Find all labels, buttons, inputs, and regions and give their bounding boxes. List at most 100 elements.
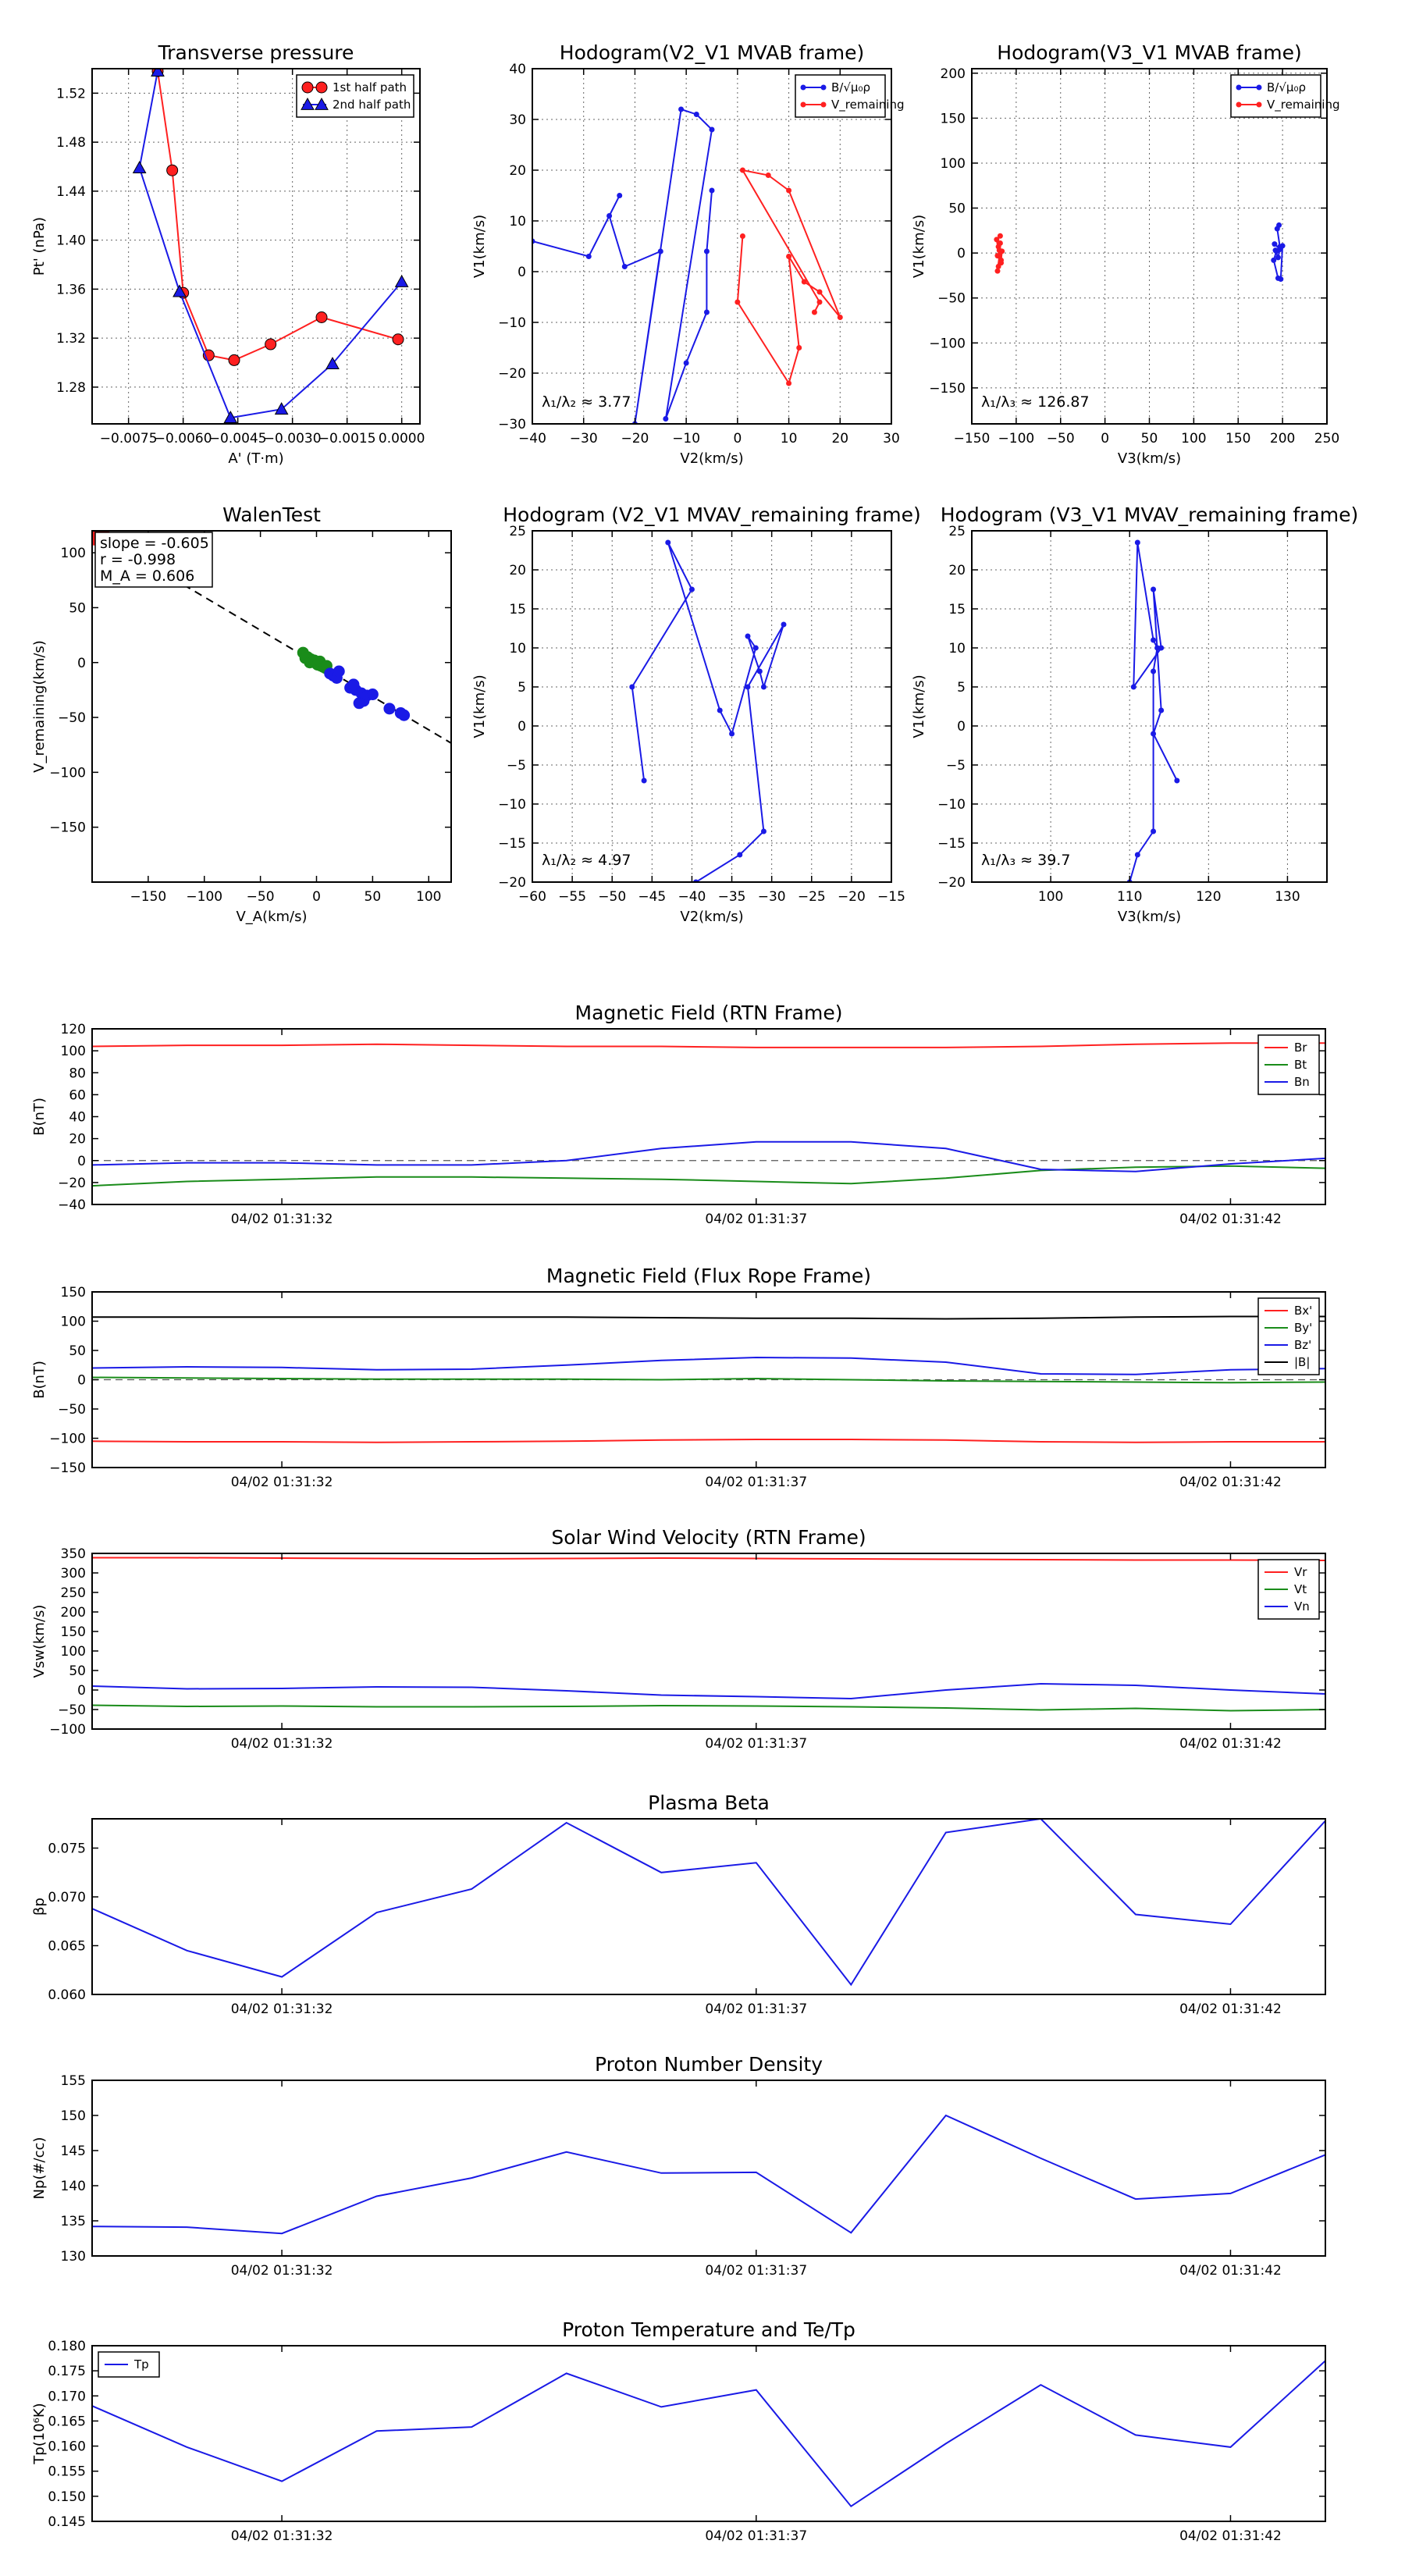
- y-tick-label: 250: [61, 1585, 86, 1601]
- data-point: [786, 187, 792, 194]
- y-axis-label: Np(#/cc): [31, 2137, 48, 2200]
- data-layer: [92, 1557, 1325, 1712]
- legend-marker: [1256, 84, 1262, 91]
- y-tick-label: 300: [61, 1566, 86, 1582]
- data-point: [997, 240, 1003, 246]
- y-tick-label: 1.44: [56, 184, 86, 200]
- legend-marker: [301, 81, 314, 94]
- x-tick-label: −0.0030: [264, 431, 322, 447]
- data-point: [994, 237, 1000, 243]
- y-tick-label: −15: [937, 836, 966, 852]
- data-layer: [994, 222, 1286, 283]
- data-point: [383, 703, 396, 715]
- y-tick-label: −50: [937, 291, 966, 307]
- data-point: [816, 289, 823, 295]
- x-tick-label: 04/02 01:31:32: [231, 1212, 333, 1227]
- data-point: [1271, 257, 1277, 263]
- y-axis-label: B(nT): [31, 1361, 48, 1399]
- y-tick-label: 150: [61, 1624, 86, 1640]
- data-point: [703, 248, 710, 254]
- y-tick-label: 1.52: [56, 86, 86, 101]
- y-tick-label: 0: [518, 265, 526, 280]
- data-point: [693, 112, 699, 117]
- y-tick-label: 150: [941, 111, 966, 126]
- y-tick-label: 200: [941, 66, 966, 82]
- x-tick-label: 0: [312, 889, 321, 905]
- data-layer: [92, 1315, 1325, 1443]
- y-tick-label: 0.165: [48, 2414, 86, 2429]
- legend: Bx' By' Bz' |B|: [1257, 1297, 1320, 1375]
- plot-frame: [91, 2080, 1326, 2257]
- series-line-bz: [92, 1356, 1325, 1375]
- y-tick-label: 10: [509, 641, 526, 656]
- plot-frame: [91, 68, 421, 425]
- x-tick-label: 120: [1196, 889, 1221, 905]
- data-point: [1151, 637, 1157, 643]
- x-tick-label: 04/02 01:31:37: [705, 2263, 807, 2279]
- y-tick-label: −20: [498, 366, 526, 382]
- data-point: [709, 187, 715, 194]
- x-axis-label: V2(km/s): [680, 450, 743, 467]
- legend-box: [296, 74, 414, 118]
- y-axis-label: V1(km/s): [911, 215, 927, 278]
- legend: 1st half path 2nd half path: [296, 74, 414, 118]
- data-point: [132, 161, 147, 173]
- stats-line: M_A = 0.606: [100, 568, 194, 585]
- data-point: [1151, 668, 1157, 674]
- x-tick-label: −150: [954, 431, 991, 447]
- series-line-tp: [92, 2360, 1325, 2508]
- y-tick-label: −100: [49, 1722, 86, 1738]
- legend-marker: [820, 101, 827, 108]
- y-tick-label: 40: [69, 1110, 86, 1126]
- legend-label: Bz': [1294, 1338, 1311, 1352]
- y-tick-label: −150: [929, 381, 966, 397]
- legend-label: Vn: [1294, 1599, 1310, 1614]
- data-point: [265, 338, 277, 350]
- data-point: [786, 380, 792, 386]
- ratio-annotation: λ₁/λ₃ ≈ 126.87: [981, 393, 1090, 411]
- x-tick-label: 50: [1141, 431, 1158, 447]
- chart-bfield_fr: Magnetic Field (Flux Rope Frame) 04/02 01…: [31, 1265, 1326, 1490]
- legend-label: |B|: [1294, 1355, 1310, 1369]
- x-tick-label: −0.0060: [155, 431, 212, 447]
- plot-frame: [532, 68, 892, 425]
- chart-title: Proton Temperature and Te/Tp: [562, 2318, 855, 2341]
- y-tick-label: 0.070: [48, 1890, 86, 1905]
- x-tick-label: 04/02 01:31:37: [705, 2528, 807, 2544]
- legend-label: By': [1294, 1321, 1312, 1335]
- chart-tp: Proton Temperature and Te/Tp 04/02 01:31:…: [31, 2318, 1326, 2544]
- y-tick-label: −20: [58, 1176, 86, 1191]
- y-tick-label: 20: [509, 563, 526, 578]
- y-axis-label: V1(km/s): [471, 215, 488, 278]
- legend-label: Bn: [1294, 1075, 1310, 1089]
- data-point: [223, 411, 238, 424]
- x-tick-label: 50: [365, 889, 382, 905]
- y-tick-label: 0: [957, 246, 966, 262]
- legend-label: V_remaining: [1267, 98, 1340, 112]
- data-point: [1158, 707, 1165, 713]
- x-tick-label: 04/02 01:31:42: [1179, 1475, 1282, 1490]
- data-point: [709, 126, 715, 133]
- data-point: [1154, 645, 1161, 651]
- y-axis-label: Vsw(km/s): [31, 1605, 48, 1678]
- legend-marker: [1256, 101, 1262, 108]
- chart-title: Plasma Beta: [648, 1791, 770, 1814]
- y-tick-label: 155: [61, 2073, 86, 2089]
- data-point: [1274, 226, 1280, 232]
- plot-frame: [91, 1553, 1326, 1730]
- x-tick-label: −30: [758, 889, 786, 905]
- data-point: [641, 777, 647, 784]
- y-tick-label: 100: [61, 1644, 86, 1660]
- data-point: [398, 709, 411, 721]
- data-point: [621, 264, 628, 269]
- y-tick-label: 150: [61, 2108, 86, 2124]
- data-point: [1158, 645, 1165, 651]
- y-tick-label: 10: [948, 641, 966, 656]
- series-line-by: [92, 1376, 1325, 1384]
- series-line-br: [92, 1042, 1325, 1048]
- plot-frame: [91, 2345, 1326, 2522]
- y-tick-label: −20: [498, 875, 526, 891]
- series-line-p: [92, 1819, 1325, 1987]
- data-layer: [92, 2114, 1325, 2235]
